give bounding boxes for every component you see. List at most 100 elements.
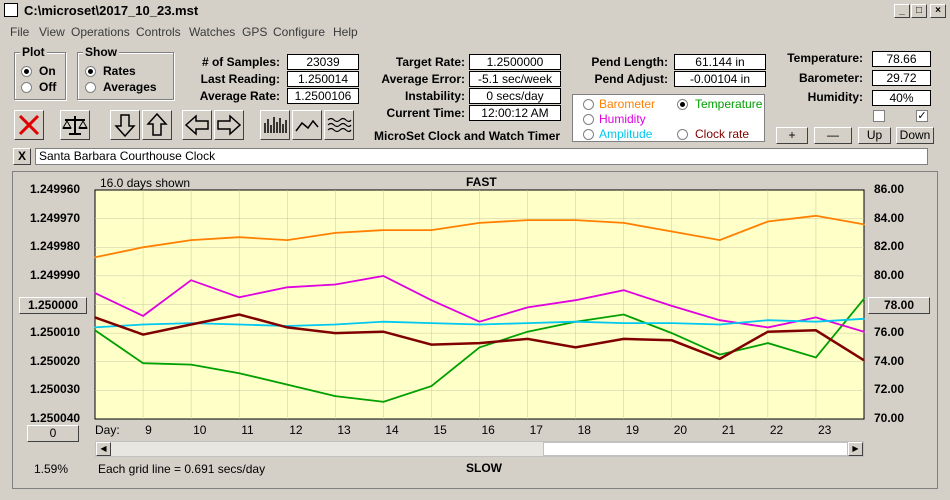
temperature-label: Temperature: (787, 51, 863, 65)
humidity-label: Humidity: (807, 90, 863, 104)
show-averages-radio[interactable] (85, 82, 96, 93)
series-point-humidity (430, 299, 433, 302)
barometer-label: Barometer: (798, 71, 863, 85)
show-rates-radio[interactable] (85, 66, 96, 77)
y-right-tick-label: 82.00 (874, 239, 905, 254)
close-window-button[interactable]: × (930, 4, 946, 18)
y-right-center-button[interactable]: 78.00 (868, 297, 930, 314)
y-left-tick-label: 1.250040 (30, 411, 81, 425)
menu-file[interactable]: File (10, 25, 30, 39)
series-point-amplitude (574, 320, 577, 323)
legend-temperature-label: Temperature (695, 97, 763, 111)
left-arrow-icon (184, 114, 209, 136)
menu-watches[interactable]: Watches (189, 25, 236, 39)
grid-lines (95, 190, 864, 419)
series-point-humidity (94, 292, 96, 294)
menu-view[interactable]: View (39, 25, 65, 39)
clock-name-input[interactable]: Santa Barbara Courthouse Clock (35, 148, 928, 165)
left-arrow-button[interactable] (182, 110, 212, 140)
clear-clock-name-button[interactable]: X (13, 148, 31, 165)
scroll-right-arrow-icon[interactable]: ▶ (848, 442, 863, 456)
y-left-tick-label: 1.249990 (30, 267, 81, 282)
minimize-button[interactable]: _ (894, 4, 910, 18)
red-x-icon (18, 114, 40, 136)
series-point-barometer (863, 223, 865, 226)
y-left-tick-label: 1.250010 (30, 325, 81, 340)
x-offset-button[interactable]: 0 (27, 425, 79, 442)
app-icon (4, 3, 18, 17)
series-point-amplitude (142, 323, 144, 326)
x-tick-label: 21 (721, 423, 736, 437)
stop-button[interactable] (14, 110, 44, 140)
menu-operations[interactable]: Operations (71, 25, 130, 39)
pend-adjust-field[interactable]: -0.00104 in (674, 71, 766, 87)
balance-button[interactable] (60, 110, 90, 140)
down-arrow-button[interactable] (110, 110, 140, 140)
scroll-left-arrow-icon[interactable]: ◀ (96, 442, 111, 456)
maximize-button[interactable]: □ (911, 4, 927, 18)
series-point-barometer (478, 222, 481, 224)
series-point-temperature (863, 298, 865, 300)
right-arrow-button[interactable] (214, 110, 244, 140)
menu-controls[interactable]: Controls (136, 25, 181, 39)
legend-humidity-radio[interactable] (583, 114, 594, 125)
legend-clockrate-radio[interactable] (677, 129, 688, 140)
series-point-amplitude (671, 322, 673, 324)
series-point-temperature (767, 342, 769, 344)
y-right-tick-label: 84.00 (874, 210, 905, 225)
legend-temperature-radio[interactable] (677, 99, 688, 110)
y-left-tick-label: 1.249960 (30, 182, 81, 196)
series-point-humidity (334, 283, 337, 286)
plot-off-radio[interactable] (21, 82, 32, 93)
scale-plus-button[interactable]: + (776, 127, 808, 144)
series-point-clock-rate (574, 346, 577, 349)
series-point-clock-rate (142, 333, 144, 336)
env-checkbox-1[interactable] (873, 110, 885, 122)
legend-amplitude-radio[interactable] (583, 129, 594, 140)
series-point-humidity (286, 286, 289, 289)
series-point-temperature (719, 353, 721, 356)
series-point-amplitude (382, 320, 385, 323)
last-reading-field: 1.250014 (287, 71, 359, 87)
pend-length-field[interactable]: 61.144 in (674, 54, 766, 70)
env-checkbox-2[interactable]: ✓ (916, 110, 928, 122)
scale-down-button[interactable]: Down (896, 127, 934, 144)
target-rate-field[interactable]: 1.2500000 (469, 54, 561, 70)
series-point-barometer (430, 229, 433, 231)
wave-graph-button[interactable] (324, 110, 354, 140)
series-point-humidity (622, 289, 625, 292)
bar-graph-button[interactable] (260, 110, 290, 140)
horizontal-scrollbar[interactable]: ◀ ▶ (95, 441, 864, 457)
scale-up-button[interactable]: Up (858, 127, 891, 144)
x-tick-label: 23 (817, 423, 832, 437)
series-point-humidity (815, 316, 817, 319)
line-graph-button[interactable] (292, 110, 322, 140)
series-point-temperature (334, 395, 337, 397)
series-point-barometer (719, 239, 721, 241)
plot-legend: Barometer Temperature Humidity Amplitude… (572, 94, 765, 142)
menu-help[interactable]: Help (333, 25, 358, 39)
series-point-humidity (767, 326, 769, 329)
menu-configure[interactable]: Configure (273, 25, 326, 39)
instability-field: 0 secs/day (469, 88, 561, 104)
y-right-tick-label: 74.00 (874, 353, 905, 368)
series-point-temperature (286, 383, 289, 386)
series-point-barometer (190, 239, 192, 241)
pend-length-label: Pend Length: (591, 55, 668, 69)
y-left-center-button[interactable]: 1.250000 (19, 297, 87, 314)
up-arrow-button[interactable] (142, 110, 172, 140)
last-reading-label: Last Reading: (200, 72, 280, 86)
series-point-barometer (238, 236, 240, 238)
samples-label: # of Samples: (201, 55, 280, 69)
series-point-clock-rate (815, 329, 817, 332)
plot-on-radio[interactable] (21, 66, 32, 77)
right-arrow-icon (217, 114, 242, 136)
menu-gps[interactable]: GPS (242, 25, 268, 39)
series-point-barometer (142, 246, 144, 249)
scale-minus-button[interactable]: — (814, 127, 852, 144)
legend-barometer-radio[interactable] (583, 99, 594, 110)
x-tick-label: 17 (529, 423, 543, 437)
series-point-barometer (382, 229, 385, 231)
scroll-thumb[interactable] (543, 442, 848, 456)
